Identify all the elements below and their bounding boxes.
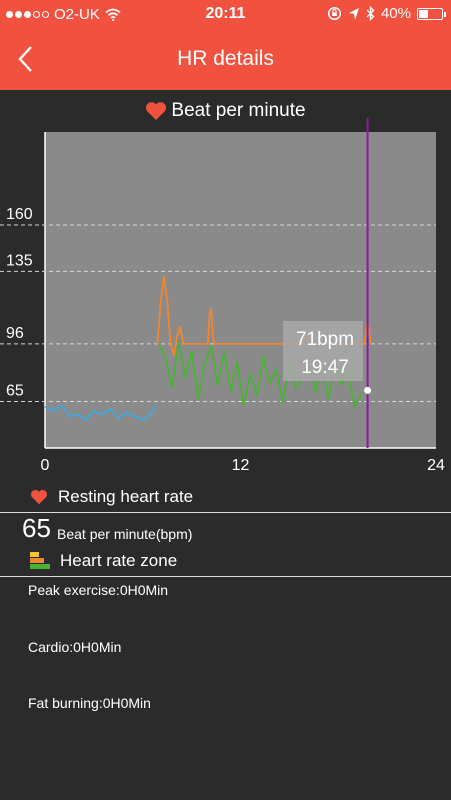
chart-svg: 65 96 135 160 0 12 24 71bpm 19:47: [0, 118, 445, 474]
location-arrow-icon: [348, 7, 359, 20]
y-tick-label: 135: [6, 252, 33, 269]
heart-icon: [146, 102, 167, 120]
chevron-left-icon: [18, 46, 32, 72]
zone-heading: Heart rate zone: [30, 551, 177, 571]
y-tick-label: 96: [6, 325, 24, 342]
resting-title: Resting heart rate: [58, 487, 194, 506]
divider: [0, 576, 451, 577]
zone-cardio: Cardio:0H0Min: [28, 639, 122, 655]
x-tick-label: 0: [41, 457, 50, 474]
y-tick-label: 160: [6, 206, 33, 223]
page-title: HR details: [177, 47, 274, 70]
tooltip-bpm: 71bpm: [296, 329, 354, 350]
rotation-lock-icon: [327, 6, 342, 21]
carrier-name: O2-UK: [54, 6, 100, 23]
x-tick-label: 12: [232, 457, 250, 474]
resting-unit: Beat per minute(bpm): [57, 526, 193, 542]
chart-title: Beat per minute: [171, 100, 306, 121]
heart-icon: [30, 489, 48, 505]
battery-icon: [417, 7, 446, 20]
resting-value: 65: [22, 513, 51, 543]
status-right: 40%: [327, 5, 446, 22]
nav-bar: HR details: [0, 30, 451, 90]
divider: [0, 512, 451, 513]
zone-fat-burning: Fat burning:0H0Min: [28, 695, 151, 711]
heart-rate-chart[interactable]: 65 96 135 160 0 12 24 71bpm 19:47: [0, 118, 451, 478]
status-bar: O2-UK 20:11 40%: [0, 0, 451, 30]
x-tick-label: 24: [427, 457, 445, 474]
plot-area: [45, 132, 436, 448]
tooltip-box: [283, 321, 363, 381]
carrier-info: O2-UK: [6, 6, 121, 23]
tooltip-time: 19:47: [301, 357, 349, 378]
resting-heading: Resting heart rate: [30, 487, 193, 507]
cursor-point: [364, 386, 372, 394]
y-tick-label: 65: [6, 383, 24, 400]
series-line-fat-burning: [158, 341, 364, 409]
zone-peak: Peak exercise:0H0Min: [28, 582, 169, 598]
zone-bars-icon: [30, 552, 50, 569]
battery-percent: 40%: [380, 5, 411, 22]
back-button[interactable]: [12, 44, 42, 74]
signal-strength-icon: [6, 11, 49, 18]
bluetooth-icon: [366, 6, 375, 21]
status-time: 20:11: [205, 5, 246, 22]
series-line-low: [44, 404, 157, 422]
zone-title: Heart rate zone: [60, 551, 178, 570]
chart-heading: Beat per minute: [0, 100, 451, 122]
wifi-icon: [105, 8, 121, 21]
